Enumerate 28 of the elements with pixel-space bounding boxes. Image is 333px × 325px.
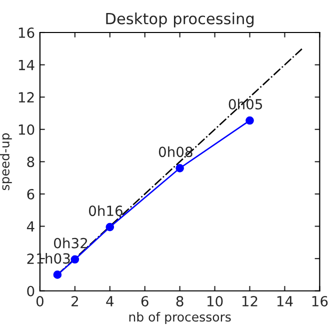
point (106, 222, 114, 232)
x-tick-label: 14 (277, 296, 293, 306)
x-tick-label: 0 (36, 296, 44, 306)
y-tick-label: 16 (18, 27, 34, 38)
point (70, 255, 80, 264)
x-tick-label: 16 (312, 296, 328, 306)
x-tick-label: 4 (106, 296, 114, 306)
annotation: 0h16 (88, 205, 123, 216)
y-tick-label: 0 (27, 286, 34, 296)
x-tick-label: 6 (141, 296, 148, 306)
chart-title: Desktop processing (106, 12, 254, 28)
y-tick-label: 6 (27, 188, 34, 200)
point (53, 270, 62, 279)
x-tick-label: 2 (72, 296, 78, 306)
y-tick-label: 8 (27, 156, 34, 168)
x-axis-title: nb of processors (129, 312, 231, 324)
x-tick-label: 12 (242, 296, 258, 306)
y-tick-label: 10 (18, 124, 34, 135)
annotation: 0h32 (54, 238, 88, 248)
point (176, 164, 184, 172)
y-axis-title: speed-up (0, 133, 12, 190)
point (246, 116, 254, 125)
x-tick-label: 8 (176, 296, 184, 306)
y-tick-label: 14 (18, 60, 34, 70)
y-tick-label: 12 (18, 92, 34, 102)
y-tick-label: 2 (27, 254, 34, 264)
x-tick-label: 10 (207, 296, 223, 306)
y-tick-label: 4 (26, 221, 34, 232)
